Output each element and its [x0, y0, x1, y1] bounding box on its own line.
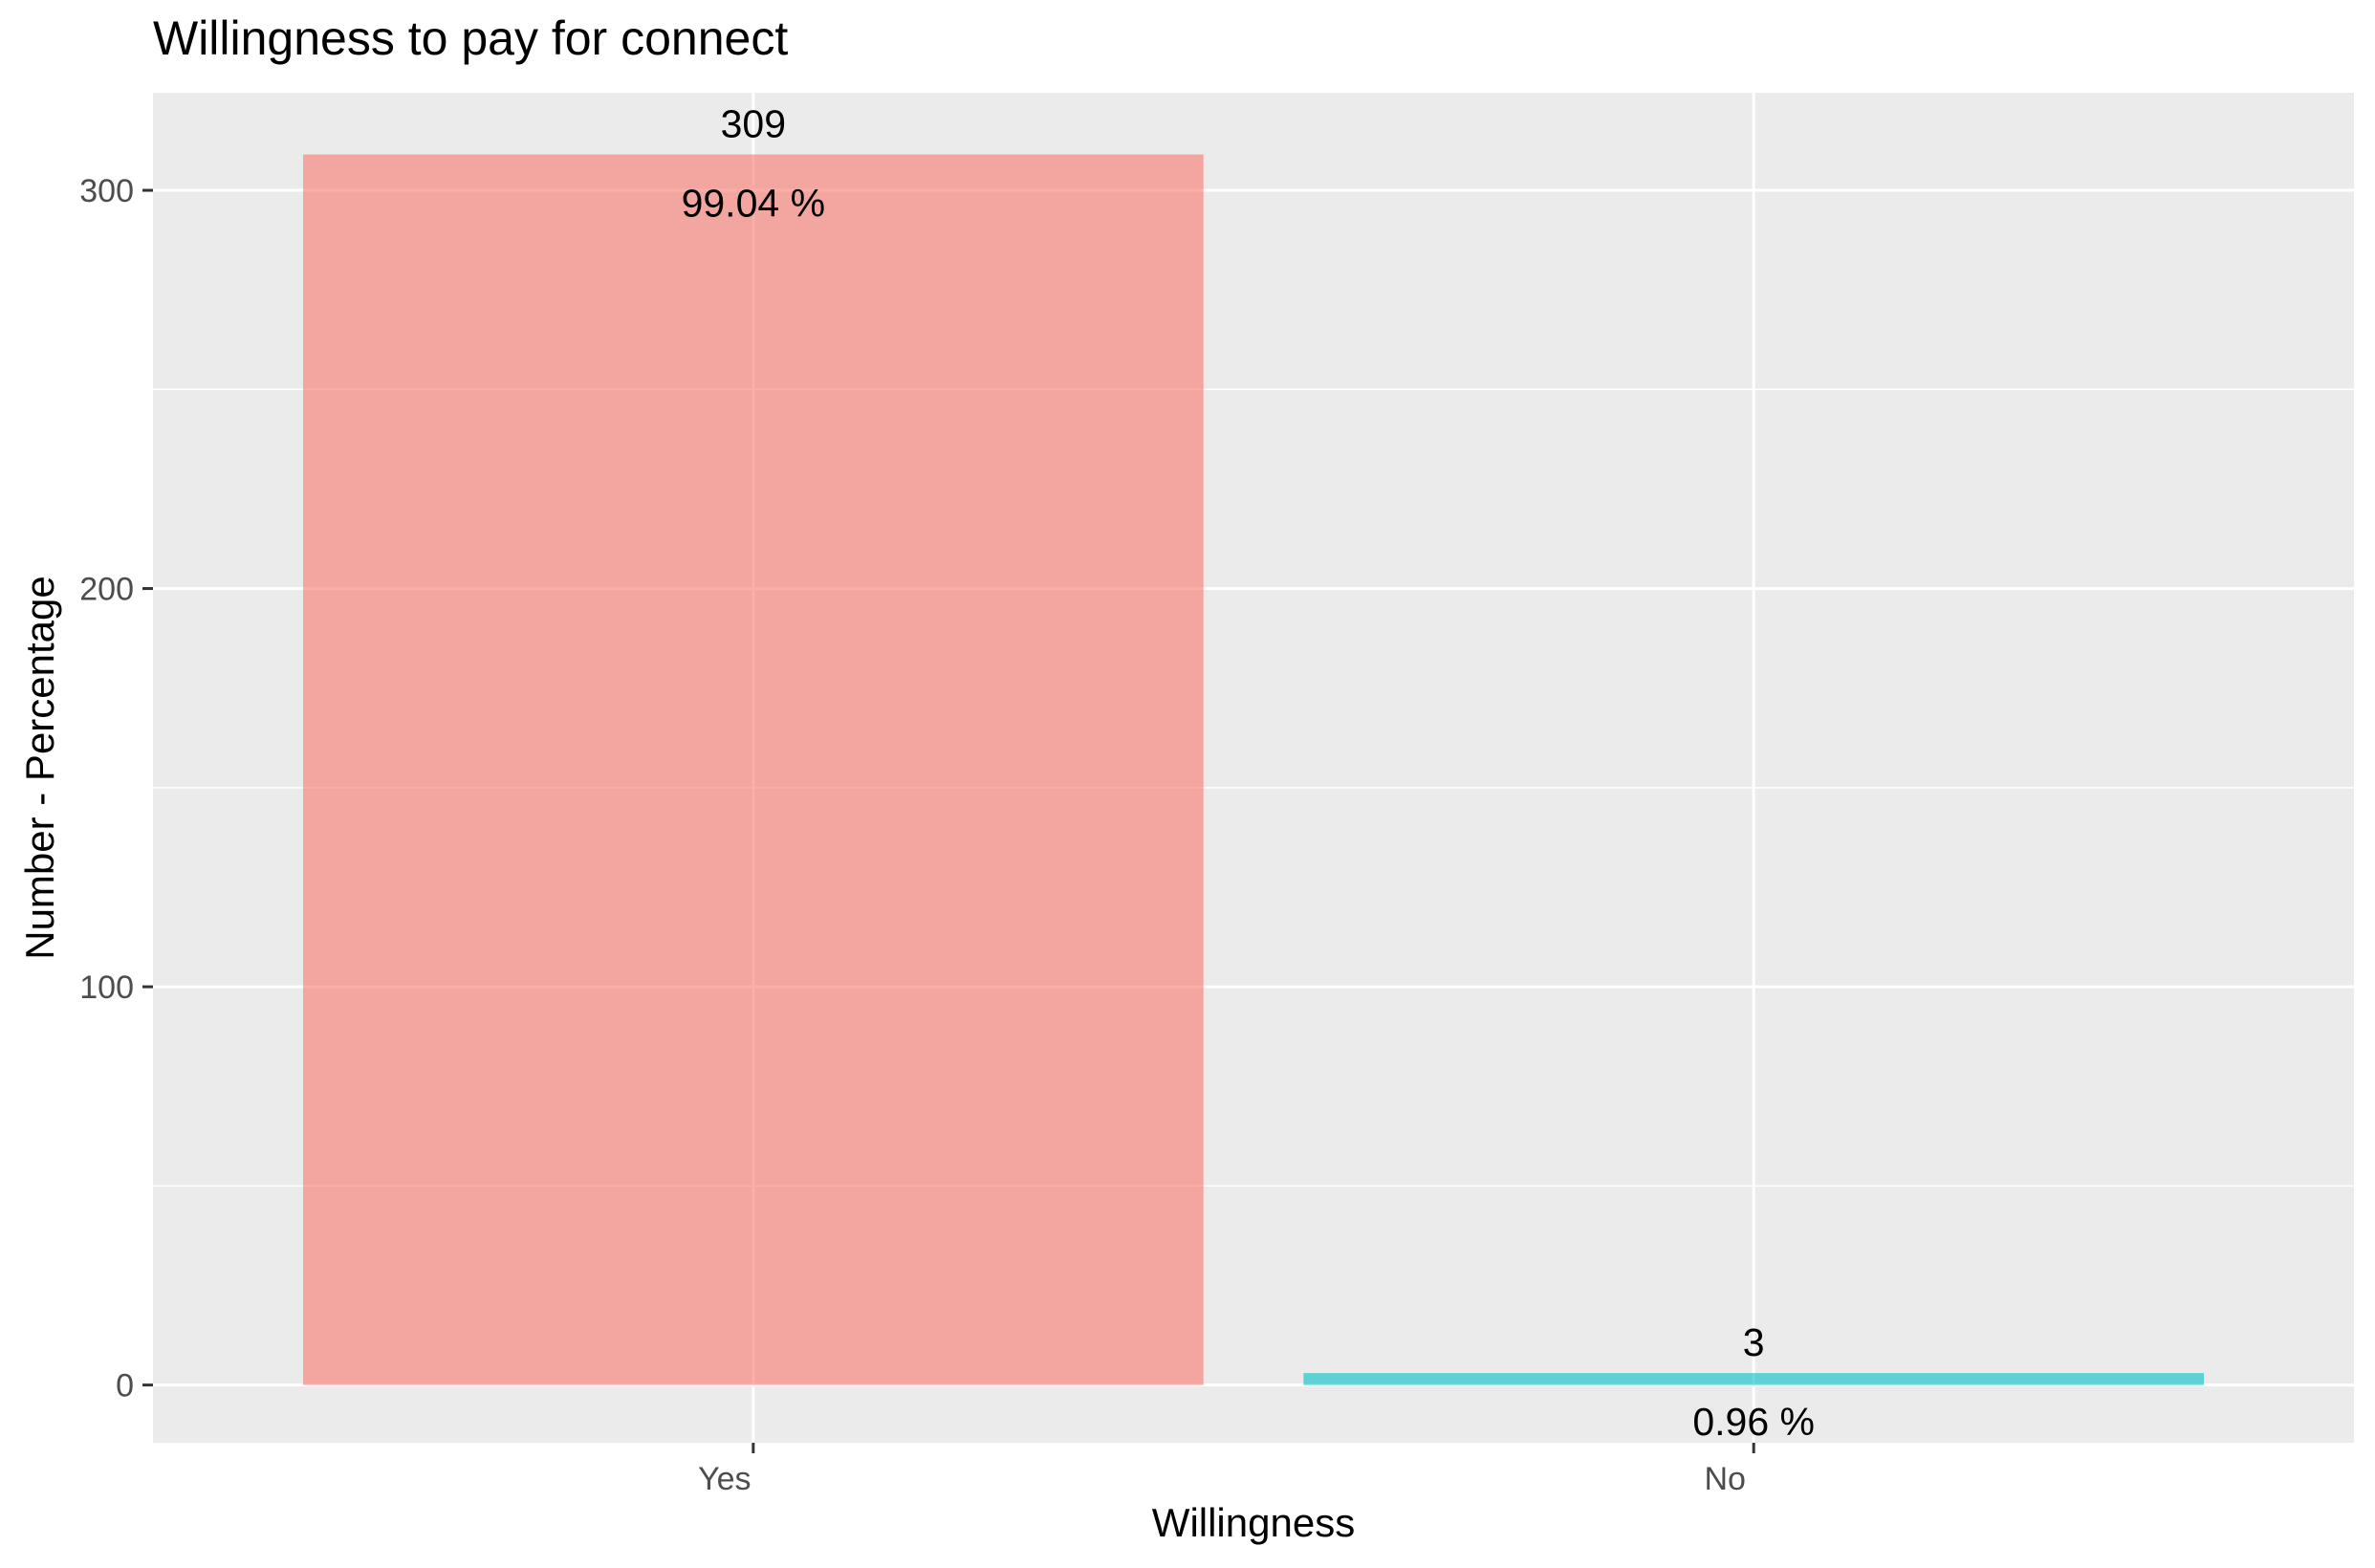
chart-title: Willingness to pay for connect: [153, 11, 788, 65]
bars: [302, 154, 2205, 1385]
bar-no: [1303, 1373, 2205, 1385]
x-axis: Yes No: [698, 1443, 1755, 1497]
x-axis-title: Willingness: [1152, 1500, 1355, 1545]
bar-yes: [302, 154, 1204, 1385]
y-axis: 0 100 200 300: [79, 173, 153, 1405]
y-tick-label: 100: [79, 969, 134, 1006]
data-labels: 309 99.04 % 3 0.96 %: [682, 102, 1815, 1445]
count-label: 309: [721, 102, 786, 146]
count-label: 3: [1743, 1320, 1765, 1364]
x-tick-label: No: [1704, 1461, 1745, 1497]
y-tick-label: 300: [79, 173, 134, 209]
y-tick-label: 200: [79, 572, 134, 608]
y-axis-title: Number - Percentage: [17, 576, 62, 960]
percent-label: 0.96 %: [1692, 1400, 1815, 1444]
x-tick-label: Yes: [698, 1461, 751, 1497]
y-tick-label: 0: [116, 1368, 134, 1405]
percent-label: 99.04 %: [682, 182, 825, 226]
